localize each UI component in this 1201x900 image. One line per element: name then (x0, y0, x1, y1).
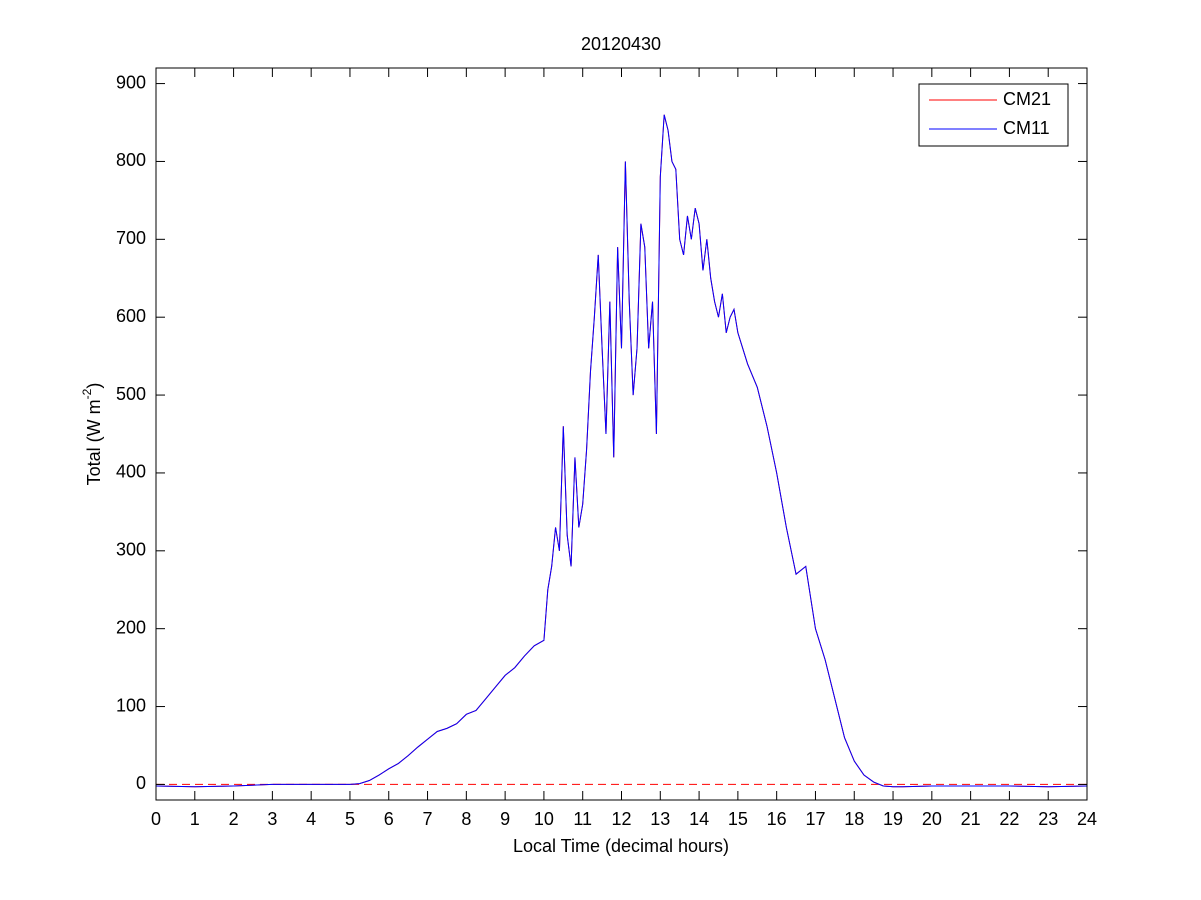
y-tick-label: 0 (136, 773, 146, 793)
x-tick-label: 12 (611, 809, 631, 829)
x-tick-label: 17 (805, 809, 825, 829)
x-tick-label: 16 (767, 809, 787, 829)
y-tick-label: 200 (116, 617, 146, 637)
x-tick-label: 10 (534, 809, 554, 829)
x-tick-label: 22 (999, 809, 1019, 829)
x-tick-label: 21 (961, 809, 981, 829)
plot-area (156, 68, 1087, 800)
x-axis-label: Local Time (decimal hours) (513, 836, 729, 856)
x-tick-label: 24 (1077, 809, 1097, 829)
x-tick-label: 2 (229, 809, 239, 829)
x-tick-label: 23 (1038, 809, 1058, 829)
y-tick-label: 800 (116, 150, 146, 170)
legend-label: CM21 (1003, 89, 1051, 109)
x-tick-label: 14 (689, 809, 709, 829)
y-axis-label: Total (W m-2) (80, 383, 104, 486)
y-axis-label-sup: -2 (80, 388, 94, 399)
legend: CM21 CM11 (918, 83, 1069, 147)
x-tick-label: 9 (500, 809, 510, 829)
y-tick-label: 400 (116, 462, 146, 482)
x-tick-label: 6 (384, 809, 394, 829)
x-tick-label: 4 (306, 809, 316, 829)
x-tick-label: 1 (190, 809, 200, 829)
y-axis-label-end: ) (84, 383, 104, 389)
x-tick-label: 13 (650, 809, 670, 829)
x-tick-label: 20 (922, 809, 942, 829)
x-tick-label: 8 (461, 809, 471, 829)
y-tick-label: 600 (116, 306, 146, 326)
y-tick-label: 300 (116, 540, 146, 560)
x-tick-label: 18 (844, 809, 864, 829)
x-tick-label: 15 (728, 809, 748, 829)
chart-title: 20120430 (581, 34, 661, 54)
x-tick-label: 19 (883, 809, 903, 829)
y-tick-label: 700 (116, 228, 146, 248)
x-tick-label: 5 (345, 809, 355, 829)
x-tick-label: 11 (573, 809, 592, 829)
y-tick-label: 100 (116, 695, 146, 715)
data-line (155, 114, 1088, 788)
y-axis-label-text: Total (W m (84, 399, 104, 485)
y-tick-label: 500 (116, 384, 146, 404)
x-tick-label: 7 (423, 809, 433, 829)
legend-label: CM11 (1003, 118, 1050, 138)
x-tick-label: 3 (267, 809, 277, 829)
legend-box (918, 83, 1069, 147)
y-tick-label: 900 (116, 72, 146, 92)
x-tick-label: 0 (151, 809, 161, 829)
